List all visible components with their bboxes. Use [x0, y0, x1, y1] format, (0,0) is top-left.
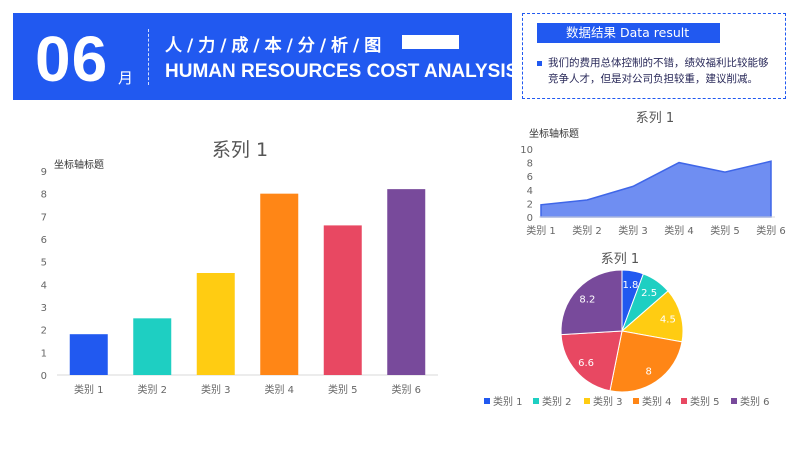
pie-data-label: 8.2: [579, 294, 595, 305]
divider: [148, 29, 150, 85]
bar: [323, 225, 362, 375]
bar-x-tick-label: 类别 2: [137, 383, 167, 396]
pie-data-label: 1.8: [623, 280, 639, 291]
bar: [260, 193, 299, 375]
legend-label: 类别 5: [690, 395, 720, 408]
legend-swatch: [533, 398, 539, 404]
bar-y-tick-label: 6: [41, 235, 47, 246]
pie-slice: [560, 330, 623, 392]
area-y-tick-label: 8: [527, 159, 533, 170]
result-panel: 数据结果 Data result 我们的费用总体控制的不错，绩效福利比较能够竞争…: [522, 13, 786, 99]
bar-y-tick-label: 7: [41, 212, 47, 223]
pie-slice: [609, 330, 683, 393]
pie-data-label: 8: [646, 366, 652, 377]
area-x-tick-label: 类别 5: [710, 224, 740, 237]
bar: [387, 189, 426, 375]
bar-y-tick-label: 2: [41, 326, 47, 337]
bar-x-tick-label: 类别 4: [264, 383, 294, 396]
pie-data-label: 2.5: [641, 288, 657, 299]
area-y-tick-label: 4: [527, 186, 533, 197]
bar-x-tick-label: 类别 1: [74, 383, 104, 396]
bar-x-tick-label: 类别 5: [328, 383, 358, 396]
area-y-axis-title: 坐标轴标题: [529, 127, 579, 140]
bar: [196, 273, 235, 375]
bar-y-tick-label: 0: [41, 371, 47, 382]
area-y-tick-label: 6: [527, 172, 533, 183]
bar-y-tick-label: 3: [41, 303, 47, 314]
area-x-tick-label: 类别 4: [664, 224, 694, 237]
result-text: 我们的费用总体控制的不错，绩效福利比较能够竞争人才，但是对公司负担较重，建议削减…: [548, 57, 769, 85]
area-x-tick-label: 类别 3: [618, 224, 648, 237]
area-x-tick-label: 类别 1: [526, 224, 556, 237]
bar-x-tick-label: 类别 6: [391, 383, 421, 396]
legend-swatch: [633, 398, 639, 404]
bar-x-tick-label: 类别 3: [201, 383, 231, 396]
bar: [133, 318, 172, 375]
bullet-icon: [537, 61, 542, 66]
bar-y-tick-label: 5: [41, 258, 47, 269]
month-unit: 月: [118, 69, 134, 87]
pie-data-label: 4.5: [660, 314, 676, 325]
legend-swatch: [681, 398, 687, 404]
bar-y-tick-label: 4: [41, 280, 47, 291]
legend-swatch: [484, 398, 490, 404]
legend-swatch: [731, 398, 737, 404]
bar: [69, 334, 108, 375]
result-heading: 数据结果 Data result: [537, 23, 720, 43]
legend-swatch: [584, 398, 590, 404]
area-y-tick-label: 0: [527, 213, 533, 224]
legend-label: 类别 6: [740, 395, 770, 408]
bar-y-tick-label: 1: [41, 348, 47, 359]
bar-y-tick-label: 8: [41, 190, 47, 201]
area-y-tick-label: 2: [527, 199, 533, 210]
bar-chart-title: 系列 1: [212, 139, 268, 161]
area-x-tick-label: 类别 2: [572, 224, 602, 237]
pie-chart-title: 系列 1: [601, 252, 639, 267]
legend-label: 类别 4: [642, 395, 672, 408]
bar-y-tick-label: 9: [41, 167, 47, 178]
area-series: [540, 160, 772, 218]
pie-data-label: 6.6: [578, 358, 594, 369]
area-chart-title: 系列 1: [636, 111, 674, 126]
pie-slice: [560, 269, 623, 336]
decorative-bar: [402, 35, 459, 49]
month-number: 06: [35, 23, 109, 95]
header-banner: 06 月 人/力/成/本/分/析/图 HUMAN RESOURCES COST …: [13, 13, 518, 100]
legend-label: 类别 2: [542, 395, 572, 408]
area-y-tick-label: 10: [520, 145, 533, 156]
legend-label: 类别 3: [593, 395, 623, 408]
title-english: HUMAN RESOURCES COST ANALYSIS: [165, 61, 519, 82]
area-x-tick-label: 类别 6: [756, 224, 786, 237]
bar-y-axis-title: 坐标轴标题: [54, 158, 104, 171]
legend-label: 类别 1: [493, 395, 523, 408]
title-chinese: 人/力/成/本/分/析/图: [165, 36, 387, 56]
pie-slice: [620, 290, 684, 343]
